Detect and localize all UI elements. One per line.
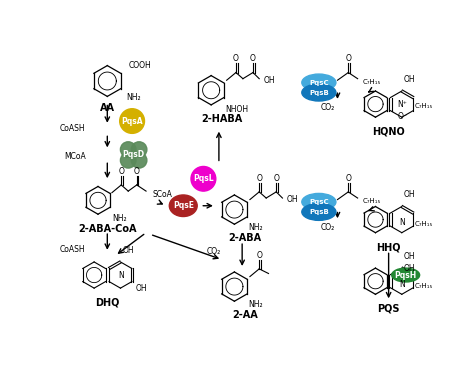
Text: 2-HABA: 2-HABA [201,114,243,124]
Ellipse shape [302,193,336,210]
Circle shape [120,142,136,157]
Text: O: O [118,167,124,175]
Text: C₇H₁₅: C₇H₁₅ [415,283,433,289]
Text: PQS: PQS [377,304,400,314]
Text: N⁺: N⁺ [398,99,408,109]
Ellipse shape [302,74,336,91]
Ellipse shape [302,203,336,220]
Text: C₇H₁₅: C₇H₁₅ [415,103,433,109]
Text: O: O [273,174,279,182]
Text: MCoA: MCoA [64,152,86,161]
Text: OH: OH [404,75,416,84]
Ellipse shape [302,84,336,101]
Text: HQNO: HQNO [372,127,405,137]
Text: O: O [233,54,239,63]
Text: C₇H₁₅: C₇H₁₅ [362,198,381,204]
Text: OH: OH [404,190,416,199]
Text: CO₂: CO₂ [321,223,335,232]
Text: PqsL: PqsL [193,174,214,183]
Circle shape [191,167,216,191]
Text: PqsH: PqsH [394,270,417,280]
Text: PqsD: PqsD [123,150,145,159]
Text: OH: OH [123,246,135,255]
Text: OH: OH [264,76,275,85]
Text: O⁻: O⁻ [398,112,408,121]
Text: AA: AA [100,103,115,113]
Text: C₇H₁₅: C₇H₁₅ [362,79,381,85]
Text: O: O [256,251,262,259]
Text: HHQ: HHQ [376,242,401,252]
Text: O: O [346,54,351,63]
Text: NHOH: NHOH [225,105,248,114]
Text: PqsA: PqsA [121,117,143,126]
Text: 2-ABA: 2-ABA [228,233,262,243]
Text: N: N [400,218,405,227]
Text: PqsE: PqsE [173,201,194,210]
Text: PqsB: PqsB [309,209,329,215]
Text: 2-ABA-CoA: 2-ABA-CoA [78,224,137,234]
Text: COOH: COOH [129,61,152,70]
Text: O: O [346,174,351,182]
Text: OH: OH [287,195,299,204]
Text: C₇H₁₅: C₇H₁₅ [415,221,433,227]
Ellipse shape [392,268,419,282]
Text: CO₂: CO₂ [207,247,221,257]
Text: OH: OH [135,284,147,293]
Circle shape [131,153,147,168]
Text: CoASH: CoASH [60,245,86,254]
Text: OH: OH [404,252,416,261]
Circle shape [120,153,136,168]
Text: NH₂: NH₂ [248,223,263,232]
Text: DHQ: DHQ [95,298,119,308]
Text: O: O [256,174,262,182]
Text: PqsC: PqsC [309,199,328,205]
Text: CO₂: CO₂ [321,103,335,112]
Text: SCoA: SCoA [152,190,172,199]
Text: N: N [118,270,124,280]
Text: NH₂: NH₂ [248,300,263,309]
Text: PqsB: PqsB [309,90,329,95]
Ellipse shape [169,195,197,217]
Text: PqsC: PqsC [309,80,328,86]
Text: O: O [134,167,140,175]
Text: OH: OH [404,264,416,273]
Text: O: O [250,54,256,63]
Text: CoASH: CoASH [60,124,86,133]
Text: NH₂: NH₂ [126,94,140,102]
Text: NH₂: NH₂ [112,214,127,224]
Text: N: N [400,280,405,289]
Text: 2-AA: 2-AA [232,310,258,320]
Circle shape [120,109,145,133]
Circle shape [131,142,147,157]
